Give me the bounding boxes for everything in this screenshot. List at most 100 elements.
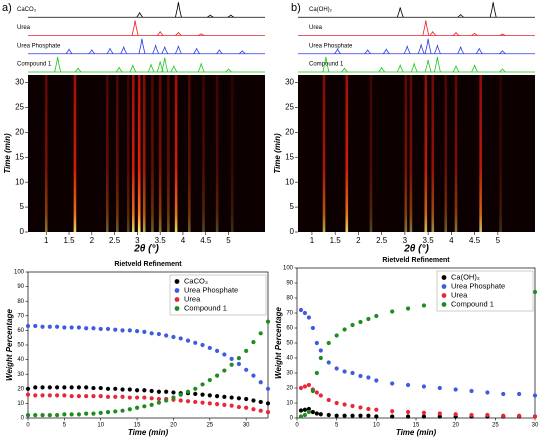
data-point	[105, 394, 111, 399]
heatmap-line	[454, 75, 458, 232]
data-point	[258, 399, 263, 405]
heatmap-line	[44, 75, 48, 232]
data-point	[302, 384, 308, 389]
data-point	[33, 393, 38, 398]
heatmap-line	[215, 75, 219, 232]
pattern-peak	[129, 64, 137, 73]
x-axis-title: Time (min)	[396, 428, 437, 437]
data-point	[405, 409, 411, 415]
data-point	[251, 339, 256, 345]
legend-box	[169, 274, 267, 316]
data-point	[298, 385, 304, 391]
data-point	[185, 399, 191, 404]
x-tick-label: 3	[403, 236, 408, 245]
data-point	[105, 410, 111, 415]
data-point	[334, 400, 339, 406]
data-point	[390, 414, 395, 419]
data-point	[134, 329, 140, 334]
data-point	[25, 392, 31, 397]
data-point	[84, 326, 89, 331]
data-point	[120, 408, 125, 413]
pattern-label: CaCO₃	[17, 7, 37, 13]
data-point	[164, 333, 169, 338]
data-point	[358, 405, 363, 410]
legend-marker	[441, 284, 447, 289]
data-point	[469, 388, 474, 394]
data-point	[62, 385, 67, 390]
data-point	[236, 396, 242, 401]
data-point	[25, 412, 31, 418]
y-tick-label: 30	[15, 78, 24, 87]
data-point	[366, 316, 371, 322]
data-point	[134, 395, 140, 400]
data-point	[421, 414, 427, 419]
pattern-peak	[131, 20, 139, 36]
data-point	[69, 394, 74, 399]
y-tick-label: 30	[17, 372, 24, 378]
data-point	[105, 326, 111, 332]
pattern-peak	[120, 45, 128, 54]
x-tick-label: 4.5	[200, 236, 212, 245]
data-point	[25, 386, 31, 391]
pattern-peak	[88, 49, 96, 55]
data-point	[171, 390, 176, 395]
data-point	[33, 412, 38, 418]
pattern-peak	[364, 49, 372, 55]
pattern-peak	[396, 64, 404, 73]
pattern-peak	[396, 7, 404, 18]
data-point	[298, 408, 304, 413]
x-tick-label: 2.5	[109, 236, 121, 245]
data-point	[105, 386, 111, 391]
legend-marker	[174, 279, 180, 284]
pattern-peak	[475, 47, 483, 54]
legend-marker	[174, 288, 180, 293]
data-point	[98, 410, 103, 415]
y-tick-label: 70	[17, 313, 24, 319]
pattern-peak	[382, 48, 390, 54]
pattern-peak	[138, 38, 146, 54]
heatmap-line	[404, 75, 408, 232]
data-point	[47, 412, 52, 418]
data-point	[314, 390, 319, 395]
data-point	[222, 368, 227, 373]
heatmap-line	[369, 75, 373, 232]
pattern-peak	[227, 14, 235, 18]
pattern-peak	[403, 44, 411, 54]
pattern-peak	[238, 50, 246, 55]
pattern-peak	[410, 62, 418, 73]
data-point	[142, 329, 147, 334]
chart-title: Rietveld Refinement	[114, 261, 182, 268]
heatmap-line	[167, 75, 170, 232]
y-tick-label: 0	[20, 227, 25, 236]
legend-label: Urea	[451, 290, 468, 299]
pattern-peak	[161, 45, 169, 54]
data-point	[76, 325, 82, 330]
heatmap-line	[431, 75, 435, 232]
data-point	[314, 411, 319, 416]
data-point	[113, 327, 118, 332]
data-point	[306, 315, 311, 320]
x-tick-label: 15	[413, 423, 420, 429]
data-point	[244, 405, 249, 410]
data-point	[156, 396, 162, 402]
legend-label: CaCO₃	[184, 276, 208, 285]
data-point	[265, 410, 271, 415]
data-point	[91, 411, 96, 416]
data-point	[40, 385, 45, 390]
legend-marker	[174, 306, 180, 311]
data-point	[193, 399, 198, 405]
heatmap-line	[345, 75, 349, 232]
x-tick-label: 5	[63, 423, 67, 429]
data-point	[501, 413, 506, 418]
pattern-peak	[471, 64, 478, 73]
pattern-peak	[152, 44, 159, 54]
data-point	[54, 385, 60, 390]
data-point	[310, 325, 315, 331]
data-point	[142, 395, 147, 400]
data-point	[54, 412, 60, 418]
data-point	[84, 411, 89, 416]
chart-title: Rietveld Refinement	[382, 257, 450, 264]
y-tick-label: 10	[17, 401, 24, 407]
data-point	[91, 385, 96, 391]
pattern-peak	[452, 31, 460, 36]
